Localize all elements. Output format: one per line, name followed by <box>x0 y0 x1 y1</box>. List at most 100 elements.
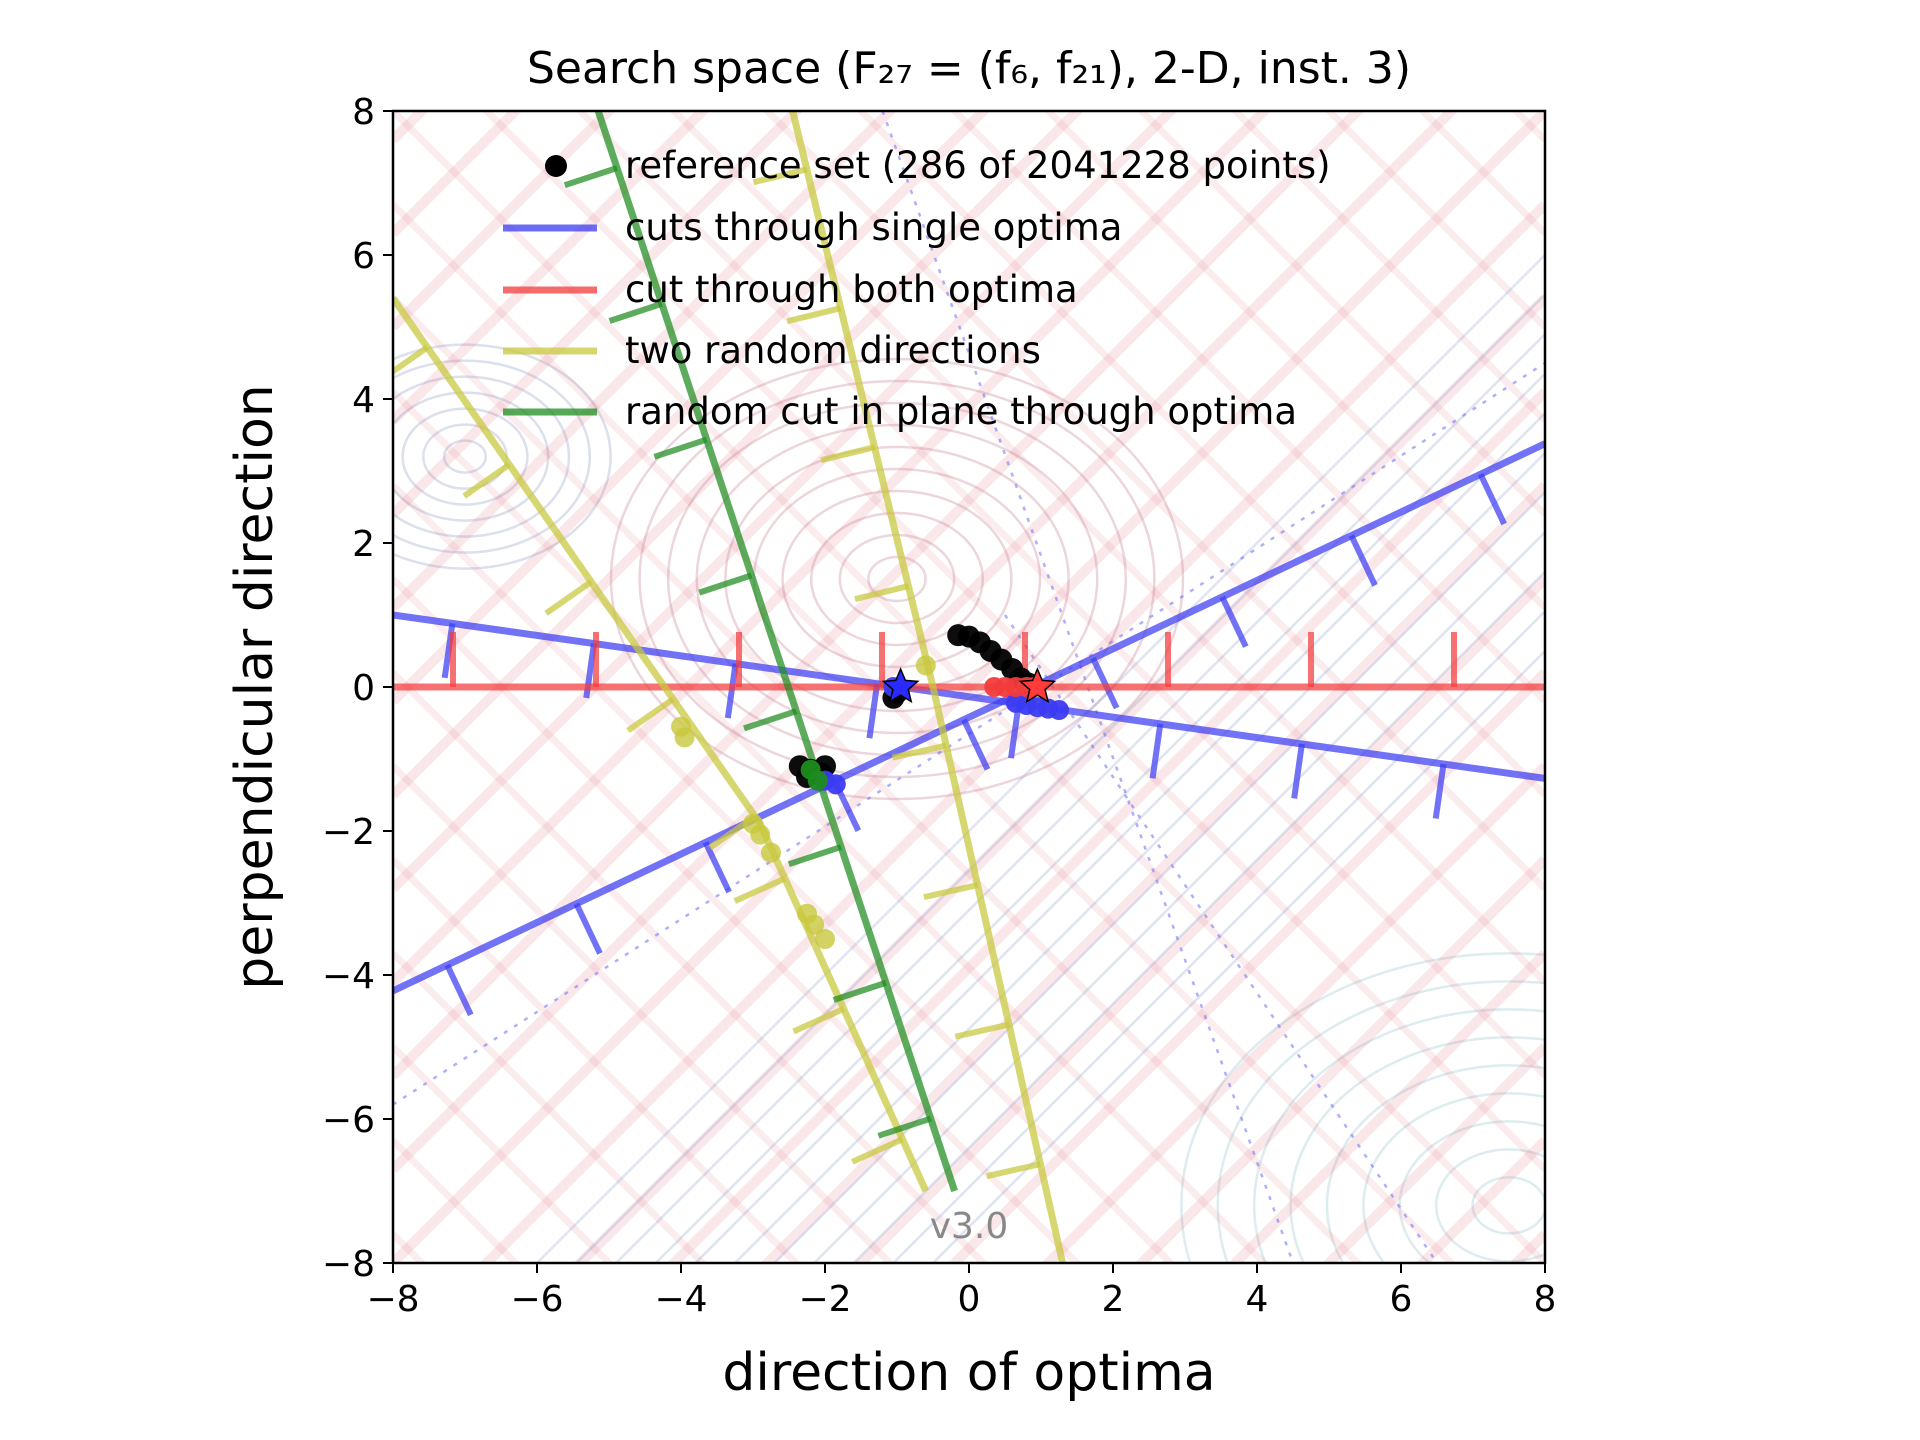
series-tick-3 <box>626 696 675 734</box>
ridge-line <box>393 482 1176 1263</box>
series-tick-1 <box>444 963 474 1017</box>
series-tick-4 <box>743 708 798 732</box>
ridge-line <box>393 950 708 1263</box>
contour-ring <box>393 343 612 570</box>
series-tick-1 <box>1432 763 1447 819</box>
contour-ring <box>393 391 550 522</box>
legend: reference set (286 of 2041228 points) cu… <box>503 144 1331 433</box>
ridge-line <box>1228 949 1545 1263</box>
legend-label-reference-set: reference set (286 of 2041228 points) <box>625 144 1331 187</box>
ridge-line <box>1043 111 1545 611</box>
contour-ring <box>695 423 1099 735</box>
legend-entry-single-optima: cuts through single optima <box>503 206 1122 249</box>
series-tick-3 <box>854 583 910 603</box>
ridge-line <box>393 111 1272 986</box>
x-axis-label: direction of optima <box>722 1343 1215 1403</box>
ridge-line <box>393 111 1085 799</box>
ridge-line <box>393 111 1365 1080</box>
ridge-line <box>393 111 804 518</box>
legend-entry-both-optima: cut through both optima <box>503 268 1078 311</box>
y-tick-label: −8 <box>322 1244 375 1285</box>
series-tick-1 <box>1477 472 1507 526</box>
ridge-line <box>393 1421 1545 1440</box>
contour-ring <box>1434 1148 1545 1263</box>
data-point-3-8 <box>915 655 936 676</box>
series-tick-3 <box>393 344 430 376</box>
series-tick-3 <box>891 742 947 761</box>
y-tick-label: 4 <box>352 380 375 421</box>
series-tick-1 <box>1348 534 1378 587</box>
series-tick-1 <box>1219 595 1249 648</box>
series-tick-3 <box>851 1136 904 1165</box>
legend-label-random-directions: two random directions <box>625 329 1041 372</box>
series-tick-1 <box>702 841 732 894</box>
series-tick-4 <box>563 165 618 189</box>
ridge-line <box>393 857 802 1263</box>
x-tick-label: −2 <box>798 1279 851 1320</box>
series-tick-4 <box>832 979 887 1003</box>
series-line-4-0 <box>594 111 958 1193</box>
ridge-line <box>393 111 1459 1173</box>
legend-label-single-optima: cuts through single optima <box>625 206 1122 249</box>
ridge-line <box>393 295 1363 1263</box>
y-axis: −8 −6 −4 −2 0 2 4 6 8 <box>322 92 393 1285</box>
contour-ring <box>1180 952 1545 1263</box>
series-tick-4 <box>877 1115 932 1139</box>
ridge-line <box>1136 111 1545 517</box>
optimum-star-1 <box>1018 667 1057 704</box>
contour-ring <box>867 555 927 603</box>
x-tick-label: −4 <box>654 1279 707 1320</box>
contour-ring <box>1216 980 1545 1263</box>
contour-ring <box>724 445 1070 713</box>
series-tick-3 <box>954 1021 1010 1040</box>
series-tick-1 <box>866 683 881 739</box>
data-point-1-4 <box>1049 700 1069 721</box>
contour-ring <box>638 379 1156 779</box>
ridge-line <box>393 0 1545 46</box>
ridge-line <box>393 670 989 1263</box>
ridge-line <box>1324 111 1545 330</box>
watermark: v3.0 <box>930 1206 1009 1247</box>
series-tick-3 <box>462 462 511 499</box>
x-tick-label: −6 <box>510 1279 563 1320</box>
ridge-line <box>393 111 897 612</box>
series-tick-3 <box>820 444 876 464</box>
contour-ring <box>1471 1176 1545 1235</box>
series-tick-4 <box>608 300 663 324</box>
contour-ring <box>609 357 1185 801</box>
y-tick-label: −4 <box>322 956 375 997</box>
y-axis-label: perpendicular direction <box>225 384 285 989</box>
y-tick-label: −6 <box>322 1100 375 1141</box>
data-point-1-7 <box>825 774 846 795</box>
data-point-4-1 <box>807 770 828 791</box>
series-tick-3 <box>786 305 842 325</box>
ridge-line <box>393 1044 614 1263</box>
ridge-line <box>393 111 617 331</box>
ridge-line <box>1321 1043 1545 1263</box>
series-tick-4 <box>653 436 708 460</box>
legend-label-both-optima: cut through both optima <box>625 268 1078 311</box>
series-tick-3 <box>752 166 808 186</box>
legend-entry-random-cut: random cut in plane through optima <box>503 390 1297 433</box>
ridge-line <box>949 111 1545 704</box>
series-layer <box>393 111 1545 1263</box>
contour-ring <box>393 359 592 554</box>
ridge-line <box>393 763 895 1263</box>
x-tick-label: 2 <box>1102 1279 1125 1320</box>
series-tick-3 <box>792 1006 845 1035</box>
ridge-line <box>393 111 991 705</box>
ridge-line <box>393 202 1457 1263</box>
ridge-line <box>668 111 1545 985</box>
series-tick-1 <box>1149 723 1164 779</box>
legend-marker-reference-set <box>545 155 567 177</box>
data-point-3-1 <box>674 727 695 748</box>
ridge-line <box>481 111 1545 1172</box>
contour-ring <box>1253 1008 1545 1263</box>
ridge-line <box>853 575 1545 1263</box>
x-axis: −8 −6 −4 −2 0 2 4 6 8 <box>366 1263 1556 1320</box>
ridge-line <box>1041 762 1545 1263</box>
series-tick-3 <box>923 882 979 901</box>
y-tick-label: −2 <box>322 812 375 853</box>
ridge-line <box>947 669 1545 1263</box>
